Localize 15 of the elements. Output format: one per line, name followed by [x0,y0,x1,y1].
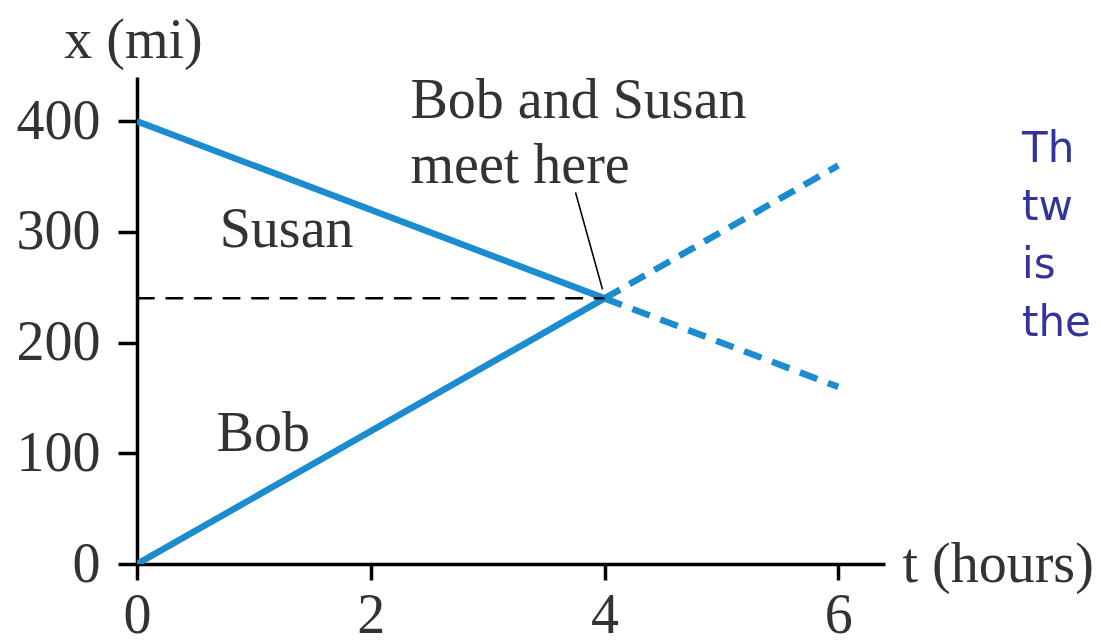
y-tick-label: 0 [72,531,101,594]
text: Th tw is the [1021,123,1091,346]
y-tick-label: 300 [16,199,101,262]
annotation: Bob and Susan meet here [410,68,747,196]
x-tick-label: 6 [824,582,853,640]
y-tick-label: 200 [16,310,101,373]
y-tick-label: 400 [16,88,101,151]
y-tick-label: 100 [16,420,101,483]
series-label: Bob [216,401,310,464]
series-label: Susan [219,196,354,259]
x-tick-label: 2 [357,582,386,640]
x-tick-label: 0 [123,582,152,640]
x-axis-title: t (hours) [902,531,1094,595]
x-tick-label: 4 [591,582,619,640]
y-axis-title: x (mi) [64,7,203,71]
